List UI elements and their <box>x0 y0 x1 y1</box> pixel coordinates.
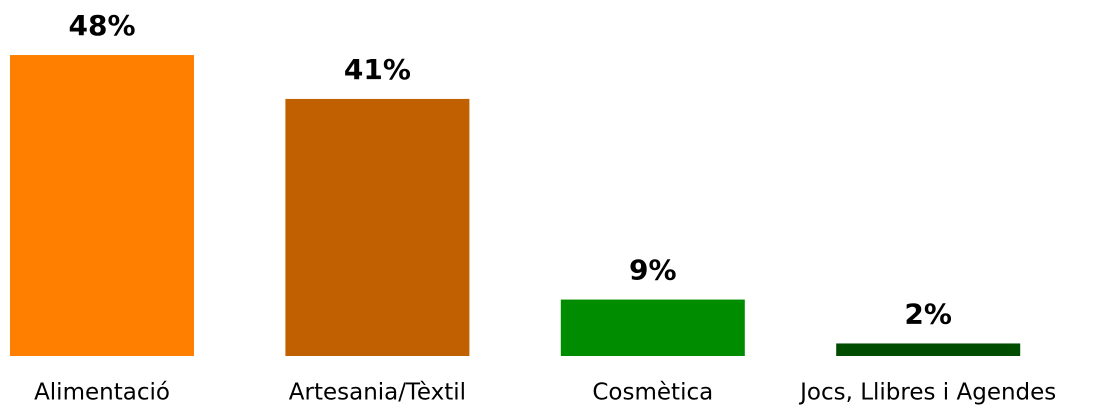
category-label: Cosmètica <box>592 380 713 406</box>
category-label: Artesania/Tèxtil <box>289 380 466 406</box>
bar <box>836 343 1021 356</box>
bar <box>285 98 470 357</box>
value-label: 41% <box>344 53 411 86</box>
category-label: Alimentació <box>34 380 170 406</box>
bar <box>560 299 745 356</box>
category-label: Jocs, Llibres i Agendes <box>798 380 1056 406</box>
value-label: 2% <box>904 297 952 330</box>
value-label: 9% <box>629 254 677 287</box>
bar <box>10 55 194 356</box>
value-label: 48% <box>68 9 135 42</box>
